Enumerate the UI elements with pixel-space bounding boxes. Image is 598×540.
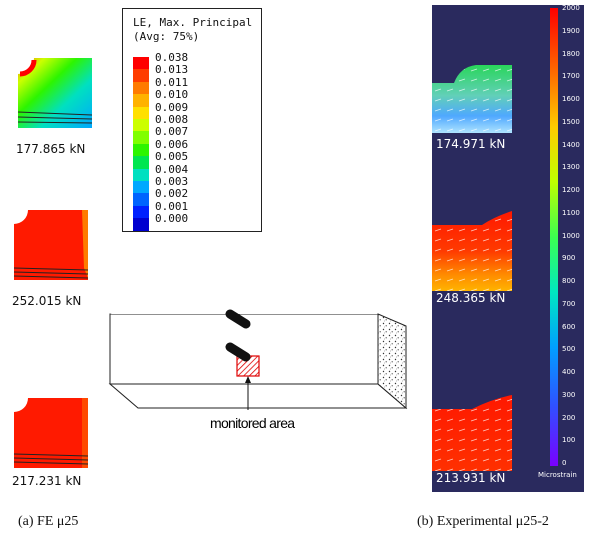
legend-value: 0.010 bbox=[155, 88, 189, 102]
colorbar-tick-label: 1000 bbox=[562, 231, 580, 240]
legend-swatch bbox=[133, 106, 149, 120]
colorbar-tick-label: 1100 bbox=[562, 208, 580, 217]
colorbar-tick-label: 100 bbox=[562, 436, 576, 445]
legend-value: 0.007 bbox=[155, 125, 189, 139]
fe-contour-plot-1 bbox=[17, 58, 92, 128]
legend-swatch bbox=[133, 143, 149, 157]
loading-pin-lower bbox=[225, 342, 251, 362]
beam-body bbox=[108, 306, 408, 410]
experimental-dic-panel: 174.971 kN 248.365 kN 213.931 kN 2000 190… bbox=[432, 4, 584, 492]
legend-value: 0.008 bbox=[155, 113, 189, 126]
caption-fe: (a) FE μ25 bbox=[18, 514, 79, 529]
colorbar-tick-label: 300 bbox=[562, 390, 576, 399]
colorbar-tick-label: 1800 bbox=[562, 49, 580, 58]
legend-value: 0.006 bbox=[155, 137, 189, 151]
colorbar-unit: Microstrain bbox=[538, 471, 577, 479]
dic-map-2 bbox=[432, 211, 512, 291]
legend-title-line2: (Avg: 75%) bbox=[133, 30, 200, 43]
legend-swatch bbox=[133, 81, 149, 95]
legend-swatch bbox=[133, 156, 149, 170]
legend-swatch bbox=[133, 131, 149, 145]
monitored-area-label: monitored area bbox=[210, 415, 295, 431]
dic-strain-maps bbox=[432, 8, 558, 471]
fe-load-label-1: 177.865 kN bbox=[16, 142, 86, 156]
legend-swatch bbox=[133, 168, 149, 182]
exp-load-label-1: 174.971 kN bbox=[436, 137, 506, 151]
legend-swatch bbox=[133, 181, 149, 194]
colorbar-tick-label: 1400 bbox=[562, 140, 580, 149]
dic-map-1 bbox=[432, 65, 512, 133]
legend-value: 0.005 bbox=[155, 150, 189, 164]
colorbar-tick-label: 800 bbox=[562, 277, 576, 285]
legend-swatch bbox=[133, 57, 149, 70]
colorbar-tick-label: 600 bbox=[562, 322, 576, 331]
legend-value: 0.013 bbox=[155, 63, 189, 77]
colorbar-tick-label: 900 bbox=[562, 254, 576, 263]
caption-experimental: (b) Experimental μ25-2 bbox=[417, 514, 549, 529]
legend-value: 0.003 bbox=[155, 175, 189, 188]
colorbar-tick-label: 1500 bbox=[562, 117, 580, 126]
exp-load-label-3: 213.931 kN bbox=[436, 471, 506, 485]
colorbar-tick-label: 400 bbox=[562, 368, 576, 376]
legend-swatch bbox=[133, 119, 149, 132]
colorbar-tick-label: 1600 bbox=[562, 95, 580, 103]
colorbar bbox=[550, 8, 558, 466]
legend-title-line1: LE, Max. Principal bbox=[133, 16, 253, 29]
loading-pin-upper bbox=[225, 309, 251, 329]
legend-swatch bbox=[133, 94, 149, 108]
colorbar-tick-label: 200 bbox=[562, 413, 576, 422]
fe-load-label-2: 252.015 kN bbox=[12, 294, 82, 308]
legend-swatch bbox=[133, 218, 149, 232]
colorbar-tick-label: 1900 bbox=[562, 26, 580, 35]
legend-value: 0.000 bbox=[155, 212, 189, 226]
legend-value: 0.009 bbox=[155, 100, 189, 114]
colorbar-tick-label: 1200 bbox=[562, 186, 580, 194]
dic-map-3 bbox=[432, 395, 512, 471]
colorbar-tick-label: 1300 bbox=[562, 163, 580, 172]
exp-load-label-2: 248.365 kN bbox=[436, 291, 506, 305]
fe-contour-plot-3 bbox=[13, 398, 88, 468]
legend-swatch bbox=[133, 69, 149, 83]
legend-swatch bbox=[133, 205, 149, 219]
fe-load-label-3: 217.231 kN bbox=[12, 474, 82, 488]
colorbar-tick-label: 0 bbox=[562, 459, 567, 467]
legend-value: 0.004 bbox=[155, 162, 189, 176]
strain-legend: LE, Max. Principal (Avg: 75%) 0.038 0.013… bbox=[122, 8, 262, 232]
legend-value: 0.038 bbox=[155, 51, 189, 64]
beam-schematic bbox=[108, 306, 408, 410]
legend-value: 0.001 bbox=[155, 199, 189, 213]
legend-value: 0.002 bbox=[155, 187, 189, 201]
annotation-arrow bbox=[245, 376, 251, 410]
colorbar-tick-label: 500 bbox=[562, 345, 576, 354]
colorbar-tick-label: 700 bbox=[562, 299, 576, 308]
colorbar-tick-label: 2000 bbox=[562, 4, 580, 12]
legend-title: LE, Max. Principal (Avg: 75%) bbox=[133, 16, 252, 44]
fe-contour-plot-2 bbox=[13, 210, 88, 280]
legend-swatch bbox=[133, 193, 149, 207]
colorbar-tick-label: 1700 bbox=[562, 72, 580, 81]
legend-value: 0.011 bbox=[155, 75, 189, 89]
